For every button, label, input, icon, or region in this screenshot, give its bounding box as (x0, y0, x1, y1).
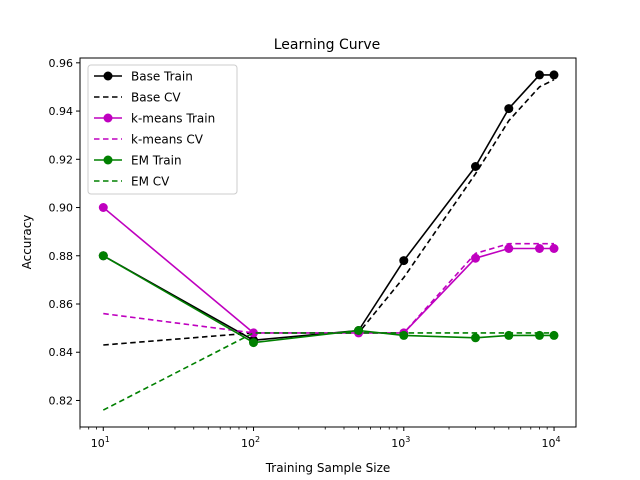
legend-marker-k-means-train (103, 113, 113, 123)
x-tick-exponent: 2 (255, 435, 260, 444)
series-line-base-train (102, 74, 554, 342)
data-point-em-train (471, 333, 480, 343)
series-line-em-cv (102, 332, 554, 411)
y-tick-label: 0.82 (49, 394, 74, 407)
data-point-k-means-train (504, 244, 514, 253)
data-point-em-train (98, 251, 108, 261)
series-group (98, 70, 559, 411)
x-tick-exponent: 1 (105, 435, 110, 444)
data-point-base-train (471, 162, 480, 171)
y-tick-label: 0.92 (49, 153, 74, 166)
x-tick-exponent: 4 (555, 435, 560, 444)
legend-box (87, 64, 238, 195)
data-point-k-means-train (549, 244, 559, 253)
legend-label-base-train: Base Train (131, 70, 193, 84)
data-point-k-means-train (249, 328, 258, 338)
series-line-k-means-train (102, 206, 554, 334)
x-tick-label: 101 (91, 435, 110, 450)
data-point-em-train (249, 338, 258, 348)
x-tick-base: 10 (541, 437, 555, 450)
legend-label-k-means-train: k-means Train (131, 112, 215, 126)
y-tick-label: 0.84 (49, 346, 74, 359)
legend-marker-em-train (103, 155, 113, 165)
legend-label-base-cv: Base CV (131, 91, 181, 105)
plot-area (98, 70, 559, 411)
data-point-base-train (504, 104, 514, 114)
x-tick-label: 102 (241, 435, 260, 450)
series-line-base-cv (103, 78, 555, 346)
data-point-base-train (549, 70, 559, 80)
x-axis-label: Training Sample Size (265, 461, 391, 475)
legend: Base Train Base CV k-means Train k-means CV… (87, 64, 238, 195)
y-tick-label: 0.90 (49, 202, 74, 215)
legend-label-em-cv: EM CV (131, 175, 170, 189)
y-axis-label: Accuracy (20, 215, 34, 270)
plot-frame (79, 57, 577, 428)
data-point-k-means-train (535, 244, 544, 253)
x-tick-base: 10 (241, 437, 255, 450)
legend-label-k-means-cv: k-means CV (131, 133, 204, 147)
y-tick-label: 0.94 (49, 105, 74, 118)
legend-label-em-train: EM Train (131, 154, 182, 168)
legend-marker-base-train (103, 71, 113, 81)
data-point-base-train (535, 70, 544, 80)
x-tick-label: 104 (541, 435, 560, 450)
x-tick-base: 10 (391, 437, 405, 450)
y-tick-label: 0.86 (49, 298, 74, 311)
data-point-em-train (549, 330, 559, 340)
data-point-base-train (399, 256, 409, 266)
data-point-k-means-train (98, 203, 108, 212)
x-tick-exponent: 3 (405, 435, 410, 444)
chart-title: Learning Curve (274, 37, 381, 53)
x-tick-base: 10 (91, 437, 105, 450)
y-tick-label: 0.96 (49, 57, 74, 70)
series-line-em-train (102, 255, 554, 344)
x-tick-label: 103 (391, 435, 410, 450)
data-point-k-means-train (471, 253, 480, 263)
series-line-k-means-cv (103, 242, 554, 334)
y-tick-label: 0.88 (49, 250, 74, 263)
